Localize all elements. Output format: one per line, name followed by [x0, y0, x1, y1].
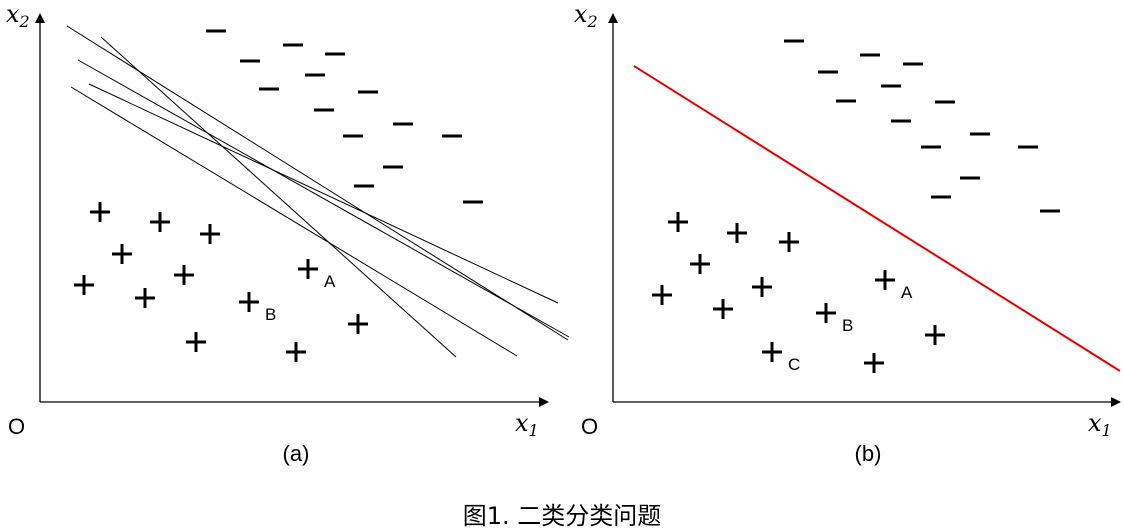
panel-b-boundary-line-1: [633, 65, 1121, 372]
panel-b-positive-point-3: [779, 232, 799, 252]
panel-a-positive-point-11: [186, 332, 206, 352]
panel-b-positive-point-4: [690, 254, 710, 274]
panel-b-positive-point-11: [762, 342, 782, 362]
panel-b-y-axis-label: x2: [574, 0, 598, 31]
panel-b-positive-point-10: [925, 325, 945, 345]
panel-a-point-label-b: B: [265, 305, 276, 324]
panel-b: x2 x1 O (b) A B C: [574, 0, 1121, 466]
panel-b-caption: (b): [855, 441, 882, 466]
panel-a-positive-point-2: [150, 212, 170, 232]
figure-caption: 图1. 二类分类问题: [462, 502, 662, 530]
panel-b-point-label-c: C: [788, 355, 800, 374]
panel-a: x2 x1 O (a) AB: [6, 0, 570, 466]
panel-a-boundary-line-3: [77, 59, 570, 338]
panel-a-positive-point-1: [90, 202, 110, 222]
panel-a-x-axis-label: x1: [515, 409, 539, 440]
panel-a-boundary-line-2: [100, 36, 457, 358]
panel-b-point-label-b: B: [842, 316, 853, 335]
panel-b-positive-point-12: [864, 353, 884, 373]
panel-b-positive-point-8: [875, 270, 895, 290]
panel-a-boundary-line-1: [66, 25, 569, 341]
panel-a-boundary-line-4: [88, 83, 559, 304]
panel-b-marks: A B C: [633, 39, 1121, 374]
panel-a-positive-point-5: [74, 275, 94, 295]
panel-a-positive-point-7: [135, 288, 155, 308]
panel-b-positive-point-7: [713, 299, 733, 319]
panel-a-positive-point-9: [239, 292, 259, 312]
panel-a-caption: (a): [283, 441, 310, 466]
panel-a-y-axis-label: x2: [6, 0, 30, 31]
panel-b-x-axis-label: x1: [1088, 409, 1112, 440]
panel-b-point-label-a: A: [901, 283, 913, 302]
panel-a-boundary-line-5: [70, 86, 518, 357]
panel-a-positive-point-12: [286, 342, 306, 362]
panel-b-positive-point-6: [752, 277, 772, 297]
panel-b-positive-point-9: [816, 303, 836, 323]
panel-a-positive-point-3: [200, 224, 220, 244]
panel-a-origin-label: O: [8, 414, 25, 439]
panel-b-positive-point-1: [668, 212, 688, 232]
panel-a-positive-point-4: [112, 244, 132, 264]
panel-a-point-label-a: A: [324, 272, 336, 291]
panel-a-positive-point-6: [174, 265, 194, 285]
panel-b-origin-label: O: [581, 414, 598, 439]
panel-a-marks: AB: [66, 25, 570, 362]
panel-a-positive-point-10: [348, 314, 368, 334]
panel-b-positive-point-5: [652, 285, 672, 305]
panel-a-positive-point-8: [298, 259, 318, 279]
panel-b-positive-point-2: [727, 223, 747, 243]
